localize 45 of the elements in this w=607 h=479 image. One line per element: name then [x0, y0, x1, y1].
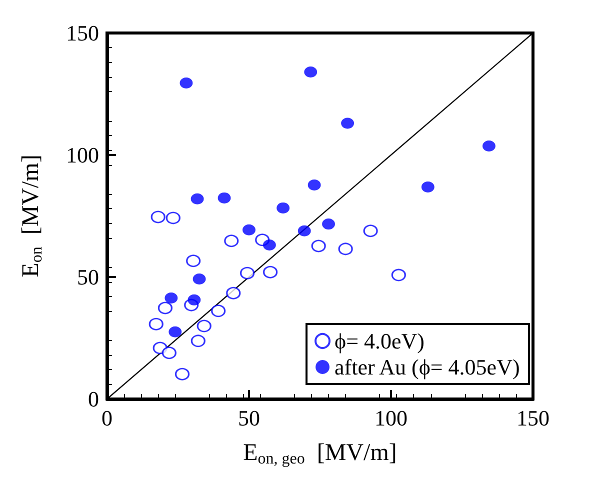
- point: [196, 320, 212, 332]
- point: [158, 302, 172, 314]
- point: [363, 224, 378, 238]
- point: [240, 266, 255, 280]
- point: [304, 66, 318, 78]
- y-tick-label: 50: [77, 264, 99, 290]
- point: [180, 78, 193, 89]
- x-tick-label: 100: [374, 406, 408, 430]
- legend-label: ϕ= 4.0eV): [334, 328, 424, 354]
- point: [150, 210, 166, 224]
- point: [263, 266, 278, 278]
- point: [341, 118, 354, 129]
- point: [175, 368, 190, 380]
- point: [166, 212, 180, 224]
- point: [190, 193, 204, 204]
- point: [276, 202, 290, 214]
- point: [338, 242, 353, 256]
- point: [192, 273, 206, 284]
- y-axis-title: Eon [MV/m]: [18, 154, 46, 278]
- point: [186, 254, 201, 268]
- point: [391, 268, 406, 282]
- point: [262, 240, 276, 251]
- x-tick-label: 50: [238, 406, 260, 430]
- point: [164, 292, 178, 304]
- point: [322, 218, 336, 230]
- y-tick-label: 0: [88, 386, 99, 412]
- point: [162, 346, 176, 360]
- point: [218, 192, 231, 204]
- point: [188, 294, 201, 306]
- point: [308, 180, 321, 191]
- point: [298, 225, 311, 236]
- point: [226, 286, 241, 300]
- y-tick-label: 150: [66, 20, 99, 46]
- y-tick-label: 100: [66, 142, 99, 168]
- point: [168, 326, 182, 338]
- point: [421, 181, 434, 192]
- point: [211, 304, 226, 318]
- legend-label: after Au (ϕ= 4.05eV): [334, 354, 520, 380]
- x-tick-label: 150: [516, 406, 550, 430]
- point: [242, 224, 256, 236]
- point: [224, 234, 239, 248]
- point: [190, 334, 206, 348]
- point: [148, 318, 164, 330]
- point: [311, 240, 326, 252]
- point: [482, 140, 496, 152]
